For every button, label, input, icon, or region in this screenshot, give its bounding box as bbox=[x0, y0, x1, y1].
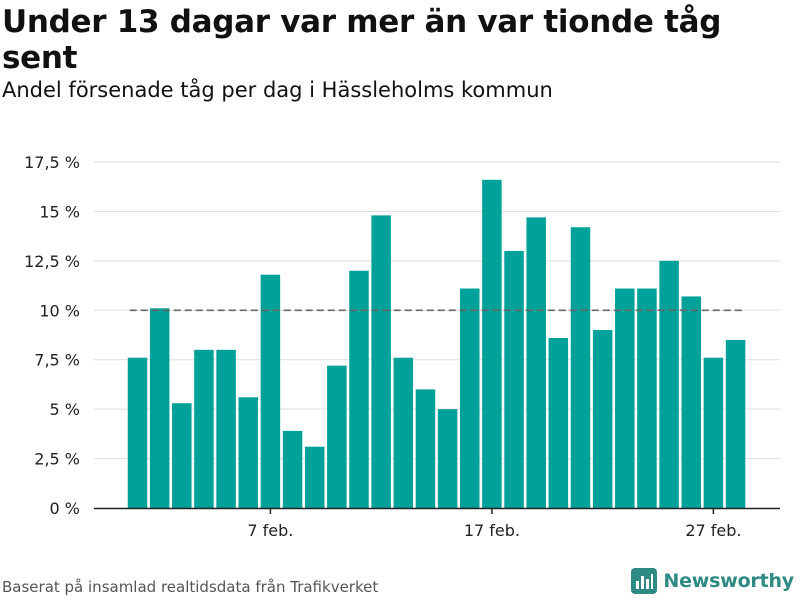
bar bbox=[592, 330, 613, 508]
y-tick-label: 7,5 % bbox=[34, 351, 80, 370]
x-axis-tick-labels: 7 feb. 17 feb. 27 feb. bbox=[247, 521, 741, 540]
bar bbox=[681, 296, 701, 508]
x-tick-label: 7 feb. bbox=[247, 521, 293, 540]
bar bbox=[615, 288, 635, 508]
chart-subtitle: Andel försenade tåg per dag i Hässleholm… bbox=[2, 78, 553, 102]
bar bbox=[703, 357, 724, 508]
bar bbox=[659, 260, 679, 508]
bar bbox=[437, 409, 458, 508]
y-tick-label: 15 % bbox=[39, 202, 80, 221]
bar bbox=[393, 357, 414, 508]
y-tick-label: 17,5 % bbox=[24, 153, 80, 172]
bar bbox=[282, 430, 303, 508]
bar bbox=[371, 215, 391, 508]
bar bbox=[149, 308, 170, 508]
bar bbox=[548, 337, 569, 508]
bar-chart-icon bbox=[631, 568, 658, 594]
y-tick-label: 2,5 % bbox=[34, 450, 80, 469]
y-tick-label: 5 % bbox=[50, 400, 80, 419]
bar bbox=[570, 227, 591, 508]
bar bbox=[304, 446, 325, 508]
x-axis bbox=[94, 507, 780, 514]
bar bbox=[172, 403, 192, 508]
bar-chart: 0 % 2,5 % 5 % 7,5 % 10 % 12,5 % 15 % 17,5 % 7 f… bbox=[24, 153, 780, 540]
x-tick-label: 27 feb. bbox=[685, 521, 741, 540]
bar bbox=[238, 397, 258, 508]
source-note: Baserat på insamlad realtidsdata från Tr… bbox=[2, 578, 379, 596]
bars bbox=[127, 179, 746, 509]
bar bbox=[327, 365, 347, 508]
logo-text: Newsworthy bbox=[663, 570, 794, 592]
bar bbox=[526, 217, 546, 509]
y-axis-tick-labels: 0 % 2,5 % 5 % 7,5 % 10 % 12,5 % 15 % 17,5 % bbox=[24, 153, 80, 518]
y-tick-label: 0 % bbox=[50, 499, 80, 518]
bar bbox=[637, 288, 657, 508]
bar bbox=[260, 274, 281, 508]
bar bbox=[460, 288, 480, 508]
bar bbox=[504, 250, 524, 508]
bar bbox=[127, 357, 148, 508]
bar bbox=[415, 389, 436, 508]
bar bbox=[725, 339, 746, 508]
y-tick-label: 10 % bbox=[39, 301, 80, 320]
bar bbox=[216, 349, 236, 508]
bar bbox=[194, 349, 214, 508]
chart-title: Under 13 dagar var mer än var tionde tåg… bbox=[2, 4, 722, 76]
y-tick-label: 12,5 % bbox=[24, 252, 80, 271]
x-tick-label: 17 feb. bbox=[464, 521, 520, 540]
newsworthy-logo: Newsworthy bbox=[631, 568, 794, 594]
bar bbox=[349, 270, 369, 508]
bar bbox=[482, 179, 502, 508]
